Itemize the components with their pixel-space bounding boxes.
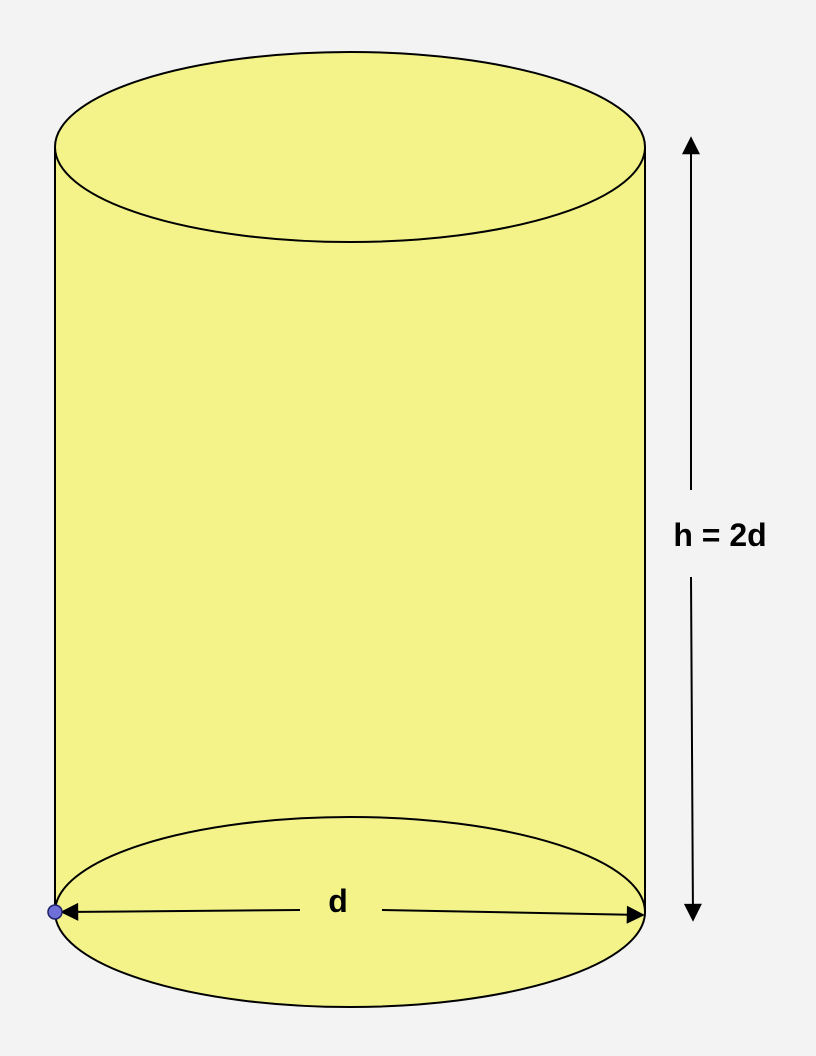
diameter-arrow-right [381, 905, 645, 924]
height-label: h = 2d [673, 517, 766, 553]
diameter-endpoint [47, 904, 63, 920]
height-arrow-bottom [683, 576, 702, 922]
diameter-label: d [328, 883, 348, 919]
diameter-arrow-left [60, 902, 301, 921]
cylinder-top-base [54, 51, 646, 243]
cylinder-body [55, 147, 645, 1007]
